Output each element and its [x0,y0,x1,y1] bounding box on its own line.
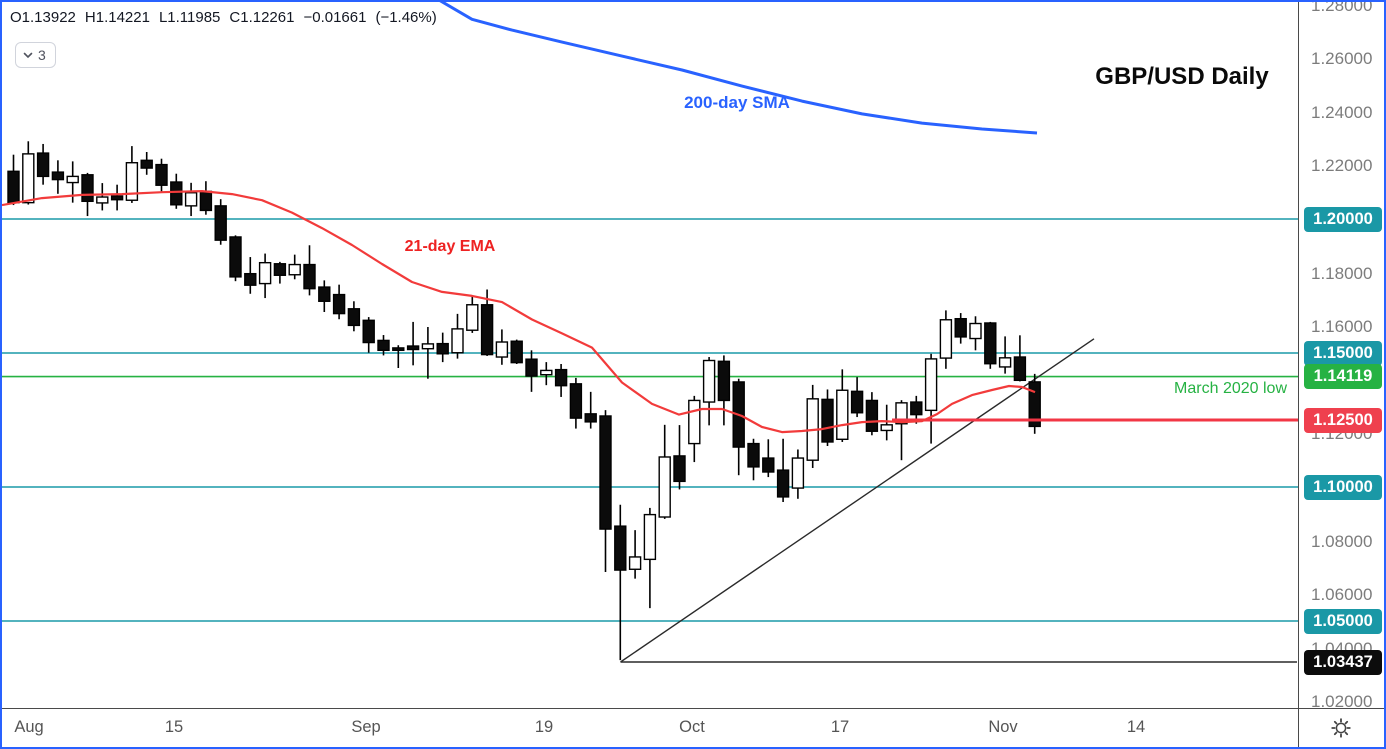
price-tick-label: 1.22000 [1311,156,1373,176]
ohlc-open: O1.13922 [10,9,76,26]
price-level-badge: 1.12500 [1304,407,1382,433]
time-axis-label: Nov [988,718,1018,736]
price-tick-label: 1.02000 [1311,692,1373,712]
sma-line [439,2,1038,135]
ohlc-low: L1.11985 [158,9,221,26]
price-level-badge: 1.10000 [1304,474,1382,500]
price-level-badge: 1.14119 [1304,364,1382,390]
ohlc-change-pct: (−1.46%) [375,9,437,26]
price-tick-label: 1.28000 [1311,0,1373,15]
gear-icon [1331,718,1351,738]
time-axis-label: Sep [351,718,381,736]
price-tick-label: 1.24000 [1311,102,1373,122]
time-axis-label: 15 [164,718,184,736]
ohlc-change: −0.01661 [303,9,367,26]
chevron-down-icon [23,52,33,59]
trendlines[interactable] [620,338,1298,663]
ohlc-readout: O1.13922 H1.14221 L1.11985 C1.12261 −0.01661… [10,9,446,26]
time-axis-label: Aug [14,718,44,736]
price-tick-label: 1.16000 [1311,317,1373,337]
price-tick-label: 1.08000 [1311,531,1373,551]
ohlc-close: C1.12261 [229,9,295,26]
price-tick-label: 1.06000 [1311,585,1373,605]
price-level-badge: 1.15000 [1304,340,1382,366]
price-chart-canvas[interactable] [2,2,1298,708]
ema-annotation-label: 21-day EMA [404,238,496,255]
time-axis-label: 14 [1126,718,1146,736]
price-tick-label: 1.26000 [1311,49,1373,69]
price-level-badge: 1.20000 [1304,206,1382,232]
ohlc-high: H1.14221 [84,9,150,26]
horizontal-levels [2,218,1298,622]
ema-line [2,190,1036,434]
chart-title: GBP/USD Daily [1095,63,1269,90]
indicator-count: 3 [38,47,46,63]
indicators-collapse-button[interactable]: 3 [15,42,56,68]
axis-separator-line [2,708,1384,709]
time-axis[interactable]: Aug 15 Sep 19 Oct 17 Nov 14 [2,709,1298,747]
price-level-badge: 1.03437 [1304,650,1382,676]
settings-button[interactable] [1298,709,1384,747]
march-2020-low-label: March 2020 low [1174,380,1287,397]
price-level-badge: 1.05000 [1304,608,1382,634]
time-axis-label: 19 [534,718,554,736]
price-tick-label: 1.18000 [1311,263,1373,283]
candlesticks [7,141,1041,661]
time-axis-label: Oct [679,718,705,736]
time-axis-label: 17 [830,718,850,736]
sma-annotation-label: 200-day SMA [684,93,790,112]
price-axis[interactable]: 1.28000 1.26000 1.24000 1.22000 1.18000 1.160… [1298,0,1384,747]
